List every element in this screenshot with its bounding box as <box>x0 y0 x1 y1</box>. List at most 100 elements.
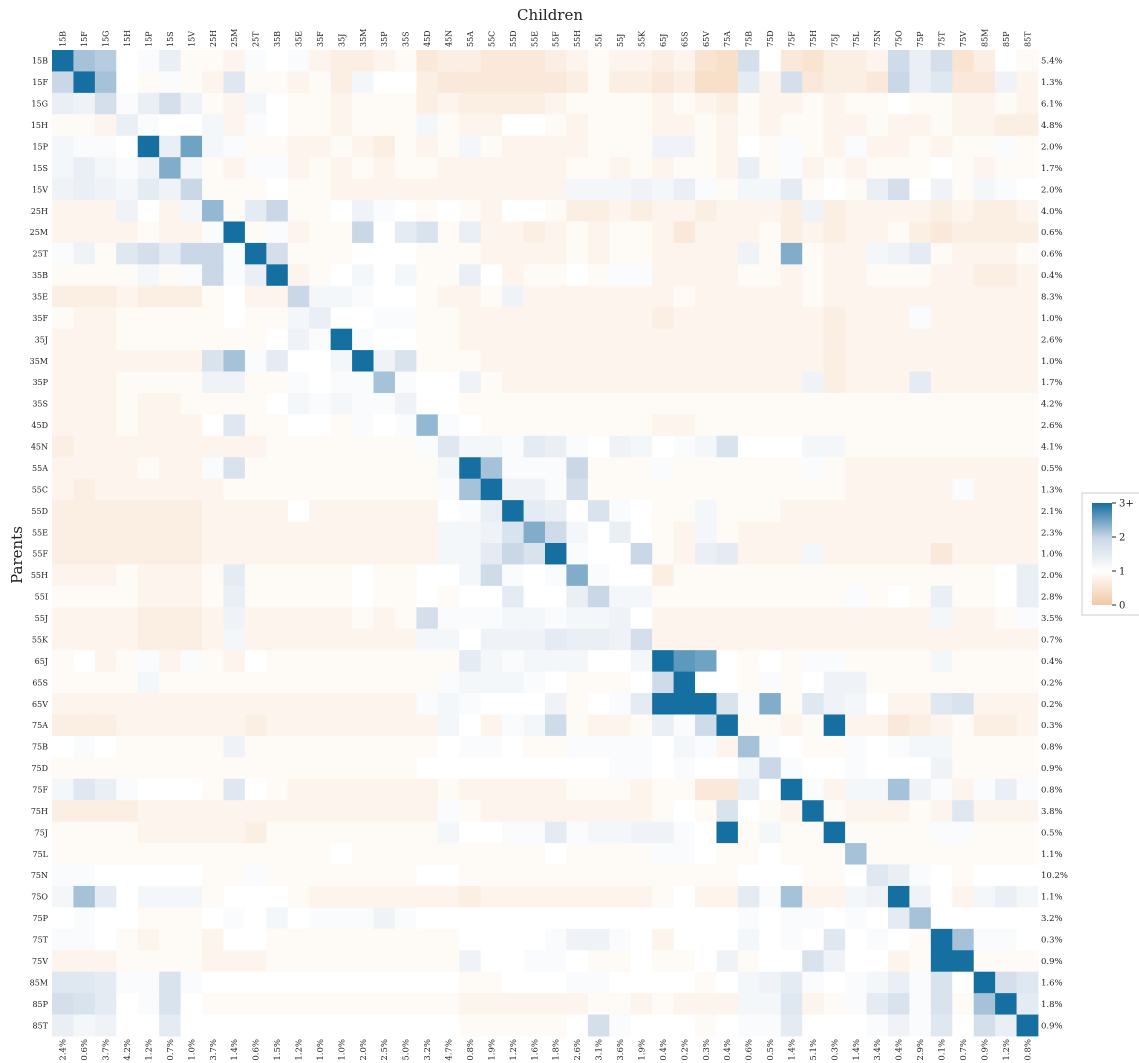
heatmap-cell <box>674 436 696 458</box>
heatmap-cell <box>159 221 181 243</box>
row-label: 65J <box>35 657 48 666</box>
heatmap-cell <box>545 672 567 694</box>
heatmap-cell <box>395 1015 417 1037</box>
heatmap-cell <box>545 629 567 651</box>
heatmap-cell <box>759 264 781 286</box>
heatmap-cell <box>609 950 631 972</box>
heatmap-cell <box>802 372 824 394</box>
heatmap-cell <box>652 843 674 865</box>
heatmap-cell <box>309 393 331 415</box>
heatmap-cell <box>995 457 1017 479</box>
heatmap-cell <box>288 757 310 779</box>
heatmap-cell <box>759 650 781 672</box>
heatmap-cell <box>588 1015 610 1037</box>
heatmap-cell <box>288 543 310 565</box>
heatmap-cell <box>416 522 438 544</box>
row-percent-label: 0.3% <box>1041 936 1063 946</box>
heatmap-cell <box>288 736 310 758</box>
heatmap-cell <box>674 607 696 629</box>
heatmap-cell <box>73 179 95 201</box>
heatmap-cell <box>73 693 95 715</box>
heatmap-cell <box>459 50 481 72</box>
heatmap-cell <box>759 114 781 136</box>
heatmap-cell <box>781 286 803 308</box>
heatmap-cell <box>159 843 181 865</box>
heatmap-cell <box>588 393 610 415</box>
heatmap-cell <box>995 757 1017 779</box>
heatmap-cell <box>202 50 224 72</box>
heatmap-cell <box>995 779 1017 801</box>
heatmap-cell <box>481 264 503 286</box>
heatmap-cell <box>974 693 996 715</box>
heatmap-cell <box>952 243 974 265</box>
heatmap-cell <box>223 93 245 115</box>
heatmap-cell <box>116 757 138 779</box>
heatmap-cell <box>416 329 438 351</box>
heatmap-cell <box>374 286 396 308</box>
heatmap-cell <box>931 757 953 779</box>
heatmap-cell <box>631 350 653 372</box>
heatmap-cell <box>245 372 267 394</box>
heatmap-cell <box>395 736 417 758</box>
heatmap-cell <box>245 500 267 522</box>
heatmap-cell <box>288 329 310 351</box>
heatmap-cell <box>524 221 546 243</box>
heatmap-cell <box>566 800 588 822</box>
heatmap-cell <box>459 350 481 372</box>
heatmap-cell <box>181 264 203 286</box>
heatmap-cell <box>802 286 824 308</box>
heatmap-cell <box>1017 757 1039 779</box>
heatmap-cell <box>631 972 653 994</box>
heatmap-cell <box>1017 1015 1039 1037</box>
heatmap-cell <box>781 264 803 286</box>
heatmap-cell <box>159 286 181 308</box>
heatmap-cell <box>288 586 310 608</box>
heatmap-cell <box>524 586 546 608</box>
heatmap-cell <box>524 179 546 201</box>
heatmap-cell <box>631 843 653 865</box>
heatmap-cell <box>738 50 760 72</box>
heatmap-cell <box>202 93 224 115</box>
heatmap-cell <box>374 179 396 201</box>
heatmap-cell <box>181 736 203 758</box>
heatmap-cell <box>674 114 696 136</box>
heatmap-cell <box>952 500 974 522</box>
heatmap-cell <box>245 650 267 672</box>
heatmap-cell <box>631 907 653 929</box>
heatmap-cell <box>524 886 546 908</box>
row-label: 55I <box>35 593 48 602</box>
heatmap-cell <box>931 479 953 501</box>
heatmap-cell <box>974 329 996 351</box>
heatmap-cell <box>695 329 717 351</box>
heatmap-cell <box>352 629 374 651</box>
heatmap-cell <box>909 114 931 136</box>
heatmap-cell <box>631 800 653 822</box>
heatmap-cell <box>545 993 567 1015</box>
heatmap-cell <box>481 436 503 458</box>
heatmap-cell <box>524 372 546 394</box>
heatmap-cell <box>524 457 546 479</box>
heatmap-cell <box>631 500 653 522</box>
heatmap-cell <box>824 457 846 479</box>
heatmap-cell <box>609 843 631 865</box>
heatmap-cell <box>995 136 1017 158</box>
heatmap-cell <box>374 372 396 394</box>
heatmap-cell <box>566 629 588 651</box>
heatmap-cell <box>524 393 546 415</box>
heatmap-cell <box>266 479 288 501</box>
row-label: 55A <box>32 464 48 473</box>
heatmap-cell <box>288 414 310 436</box>
heatmap-cell <box>588 329 610 351</box>
heatmap-cell <box>631 264 653 286</box>
heatmap-cell <box>223 543 245 565</box>
heatmap-cell <box>867 329 889 351</box>
heatmap-cell <box>245 179 267 201</box>
heatmap-cell <box>245 50 267 72</box>
heatmap-cell <box>974 757 996 779</box>
heatmap-cell <box>481 993 503 1015</box>
heatmap-cell <box>781 71 803 93</box>
heatmap-cell <box>223 393 245 415</box>
heatmap-cell <box>502 543 524 565</box>
heatmap-cell <box>245 307 267 329</box>
heatmap-cell <box>202 221 224 243</box>
